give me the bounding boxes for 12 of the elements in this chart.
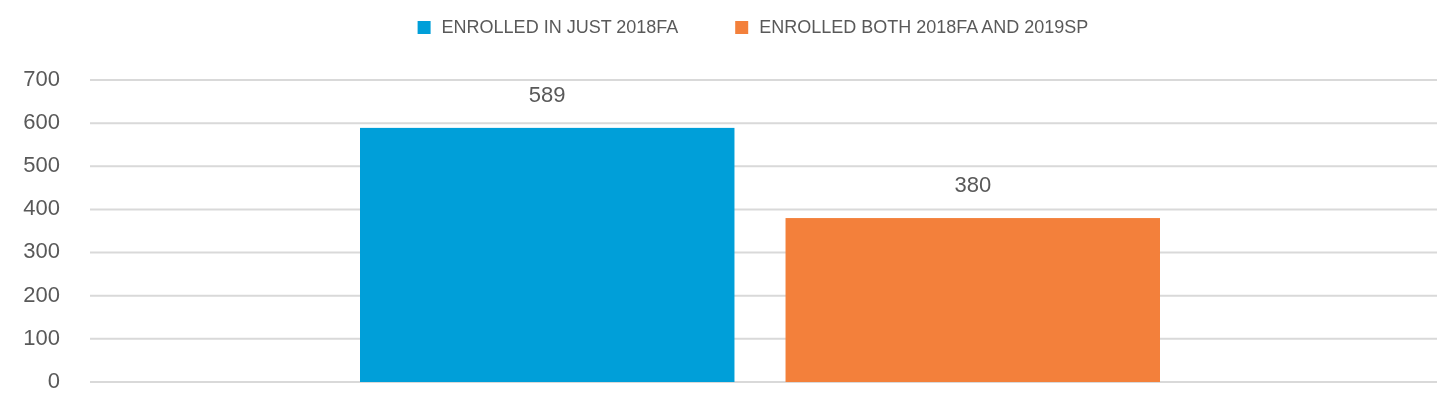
- y-tick-label: 600: [23, 108, 60, 134]
- data-label: 380: [954, 172, 992, 198]
- y-tick-label: 100: [23, 324, 60, 350]
- y-tick-label: 300: [23, 238, 60, 264]
- data-label: 589: [528, 81, 566, 107]
- y-tick-label: 500: [23, 152, 60, 178]
- legend-label: ENROLLED IN JUST 2018FA: [441, 16, 679, 37]
- legend-label: ENROLLED BOTH 2018FA AND 2019SP: [759, 16, 1089, 37]
- y-tick-label: 700: [23, 65, 60, 91]
- y-tick-label: 400: [23, 195, 60, 221]
- y-tick-label: 0: [47, 367, 60, 393]
- y-tick-label: 200: [23, 281, 60, 307]
